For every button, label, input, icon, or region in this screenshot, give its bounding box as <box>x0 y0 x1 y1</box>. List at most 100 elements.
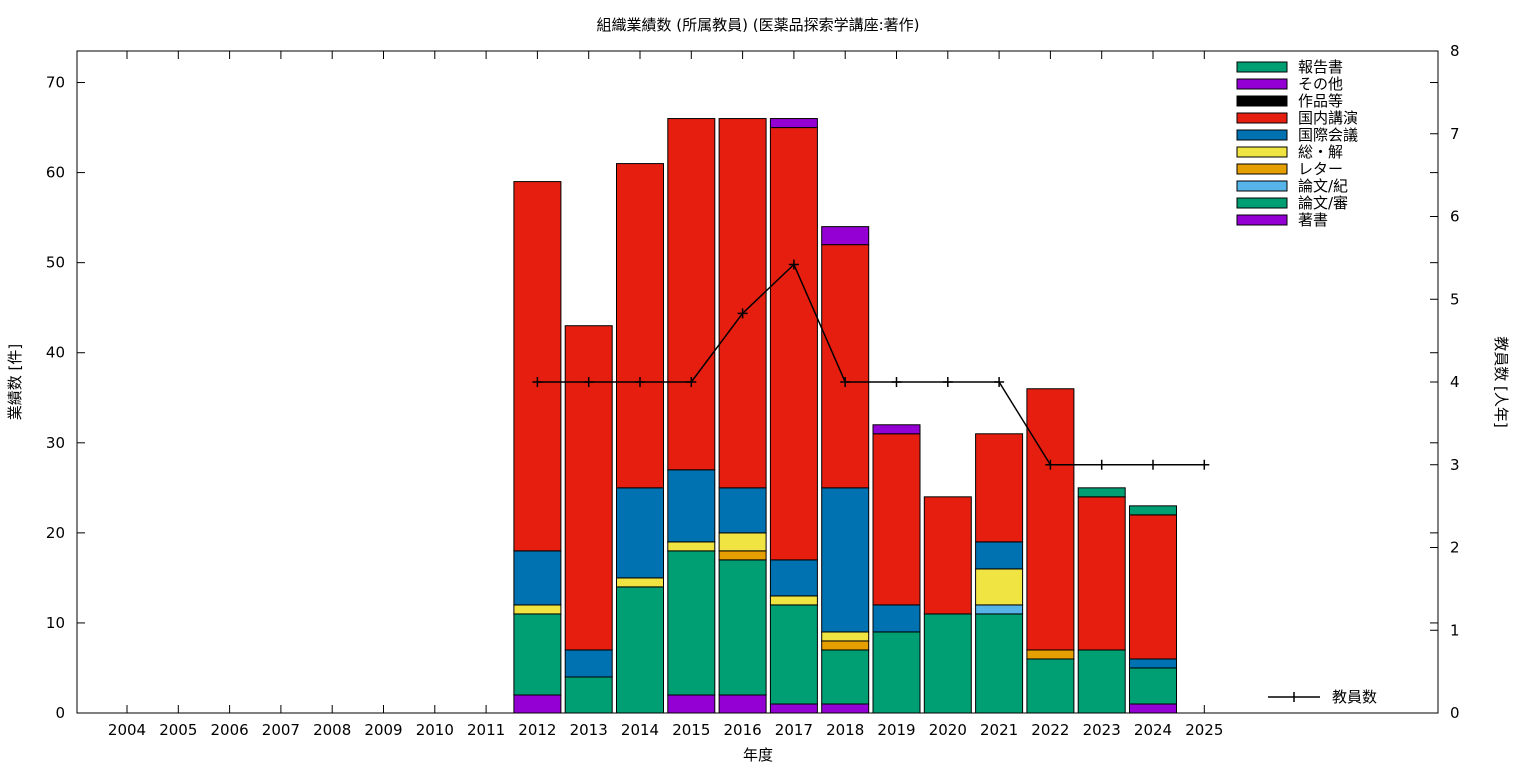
chart-title: 組織業績数 (所属教員) (医薬品探索学講座:著作) <box>596 16 919 34</box>
bar-segment <box>1026 388 1075 651</box>
legend-swatch <box>1236 61 1288 73</box>
y-tick-label: 40 <box>46 344 65 362</box>
x-tick-label: 2008 <box>313 721 351 739</box>
legend-swatch <box>1236 112 1288 124</box>
y2-axis-ticks: 0 1 2 3 4 5 6 7 8 <box>1430 42 1460 722</box>
bar-segment <box>975 613 1024 714</box>
line-point <box>891 377 902 387</box>
line-point <box>1096 459 1107 470</box>
y-tick-label: 20 <box>46 524 65 542</box>
legend-label: 報告書 <box>1298 58 1343 76</box>
line-series-group <box>532 259 1210 470</box>
x-tick-label: 2017 <box>775 721 813 739</box>
line-point <box>1148 459 1158 470</box>
x-tick-label: 2022 <box>1031 721 1069 739</box>
x-tick-label: 2019 <box>877 721 915 739</box>
legend-label: 総・解 <box>1298 143 1343 161</box>
y2-tick-label: 5 <box>1450 290 1460 308</box>
bars-group <box>513 118 1177 714</box>
bar-segment <box>513 181 562 552</box>
y-tick-label: 30 <box>46 434 65 452</box>
line-point <box>532 377 543 387</box>
bar-segment <box>513 613 562 696</box>
bar-segment <box>718 487 767 534</box>
bar-segment <box>769 118 818 129</box>
legend-label: その他 <box>1298 75 1343 93</box>
bar-segment <box>821 631 870 642</box>
x-tick-label: 2007 <box>262 721 300 739</box>
bar-segment <box>1026 649 1075 660</box>
bar-segment <box>872 433 921 606</box>
y2-tick-label: 0 <box>1450 704 1460 722</box>
bar-segment <box>667 550 716 696</box>
line-point <box>994 377 1005 387</box>
bar-segment <box>821 640 870 651</box>
bar-segment <box>718 118 767 489</box>
y-axis-title: 業績数 [件] <box>6 344 24 420</box>
line-legend-label: 教員数 <box>1332 688 1377 706</box>
bar-segment <box>718 694 767 714</box>
bar-segment <box>667 118 716 471</box>
bar-segment <box>616 586 664 714</box>
y-axis-ticks: 0 10 20 30 40 50 60 70 <box>46 74 1438 722</box>
bar-segment <box>513 604 562 615</box>
legend-swatch <box>1236 180 1288 192</box>
y2-tick-label: 1 <box>1450 621 1460 639</box>
x-tick-label: 2005 <box>159 721 197 739</box>
y2-tick-label: 2 <box>1450 539 1460 557</box>
y-tick-label: 70 <box>46 74 65 92</box>
bar-segment <box>1129 514 1177 660</box>
legend-swatch <box>1236 163 1288 175</box>
bar-segment <box>769 703 818 714</box>
bar-segment <box>616 163 664 489</box>
line-point <box>1045 459 1056 470</box>
x-axis-ticks: 2004 2005 2006 2007 2008 2009 2010 2011 2012 2013… <box>108 51 1223 739</box>
bar-segment <box>616 577 664 588</box>
x-tick-label: 2009 <box>364 721 402 739</box>
bar-segment <box>821 649 870 705</box>
line-point <box>1199 459 1210 470</box>
bar-segment <box>718 550 767 561</box>
y2-tick-label: 4 <box>1450 373 1460 391</box>
y-tick-label: 50 <box>46 254 65 272</box>
x-axis-title: 年度 <box>743 746 773 764</box>
legend-swatch <box>1236 146 1288 158</box>
legend-swatch <box>1236 129 1288 141</box>
bar-segment <box>1077 649 1126 714</box>
y2-axis-title: 教員数 [人年] <box>1492 336 1510 427</box>
bar-segment <box>667 469 716 543</box>
bar-segment <box>821 703 870 714</box>
bar-segment <box>667 541 716 552</box>
legend-swatch <box>1236 78 1288 90</box>
line-point <box>840 377 851 387</box>
y-tick-label: 10 <box>46 614 65 632</box>
bar-segment <box>718 532 767 552</box>
bar-segment <box>513 550 562 606</box>
legend-swatch <box>1236 95 1288 107</box>
legend-label: 国際会議 <box>1298 126 1358 144</box>
bar-segment <box>975 433 1024 543</box>
bar-segment <box>564 649 613 678</box>
bar-segment <box>769 559 818 597</box>
y-tick-label: 0 <box>55 704 65 722</box>
y2-tick-label: 7 <box>1450 125 1460 143</box>
bar-segment <box>975 541 1024 570</box>
bar-segment <box>1077 487 1126 498</box>
line-point <box>737 308 748 319</box>
legend-label: 作品等 <box>1298 92 1343 110</box>
x-tick-label: 2010 <box>416 721 454 739</box>
bar-segment <box>821 487 870 633</box>
x-tick-label: 2021 <box>980 721 1018 739</box>
bar-segment <box>564 325 613 651</box>
x-tick-label: 2015 <box>672 721 710 739</box>
bar-segment <box>513 694 562 714</box>
bar-segment <box>872 604 921 633</box>
bar-segment <box>769 604 818 705</box>
bar-segment <box>923 496 972 615</box>
line-point <box>788 259 799 270</box>
x-tick-label: 2023 <box>1083 721 1121 739</box>
bar-segment <box>718 559 767 696</box>
x-tick-label: 2014 <box>621 721 659 739</box>
x-tick-label: 2012 <box>518 721 556 739</box>
